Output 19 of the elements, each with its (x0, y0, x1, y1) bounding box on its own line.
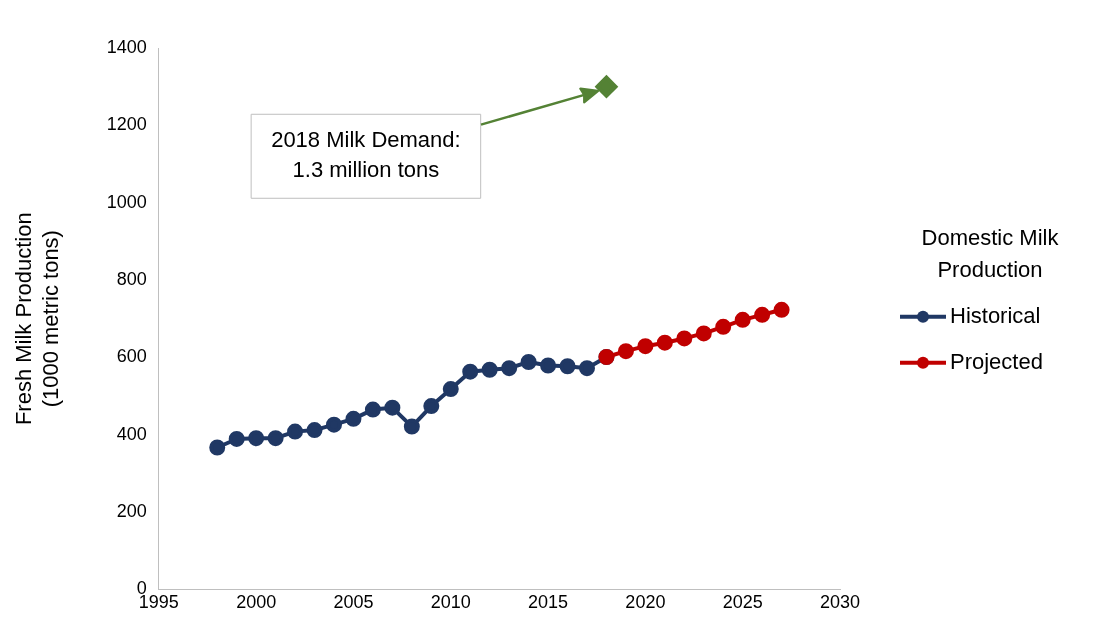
x-tick-label: 2025 (722, 592, 763, 613)
y-tick-label: 600 (116, 346, 147, 367)
legend-label: Projected (950, 348, 1043, 374)
x-tick-label: 2005 (333, 592, 374, 613)
legend-title: Domestic Milk Production (921, 224, 1060, 282)
y-tick-label: 400 (116, 423, 147, 444)
annotation: 2018 Milk Demand: 1.3 million tons (271, 127, 461, 183)
x-tick-label: 2030 (819, 592, 861, 613)
legend-label: Historical (950, 302, 1041, 328)
y-tick-label: 800 (116, 269, 147, 289)
y-tick-label: 200 (116, 501, 147, 522)
x-tick-label: 2010 (430, 592, 471, 613)
x-tick-label: 2020 (625, 592, 666, 613)
x-tick-label: 2015 (528, 592, 569, 613)
y-tick-label: 1000 (106, 191, 147, 212)
y-tick-label: 1400 (106, 36, 147, 57)
y-axis-title: Fresh Milk Production (1000 metric tons) (11, 212, 63, 426)
x-tick-label: 2000 (236, 592, 277, 613)
y-tick-label: 1200 (106, 114, 147, 135)
